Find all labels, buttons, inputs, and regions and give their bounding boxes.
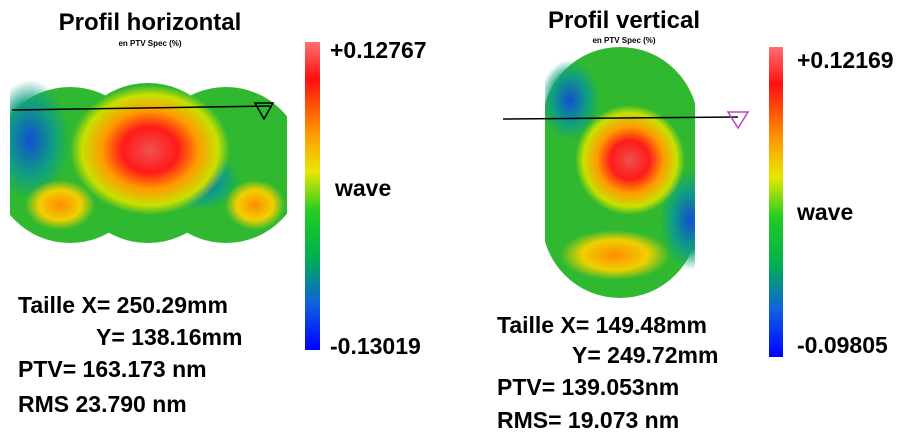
panel-title: Profil horizontal xyxy=(59,9,242,36)
color-bar xyxy=(305,42,320,350)
profile-marker[interactable] xyxy=(253,102,275,121)
profile-line xyxy=(502,116,739,120)
wavefront-map xyxy=(10,80,287,243)
stat: PTV= 163.173 nm xyxy=(18,356,207,382)
scale-min: -0.09805 xyxy=(797,332,888,358)
panel-subtitle: en PTV Spec (%) xyxy=(118,39,181,48)
stat: Taille X= 149.48mm xyxy=(497,312,707,338)
stat: PTV= 139.053nm xyxy=(497,374,679,400)
profile-marker[interactable] xyxy=(726,111,750,130)
scale-unit: wave xyxy=(334,175,391,201)
stat: Y= 138.16mm xyxy=(96,324,242,350)
scale-unit: wave xyxy=(796,199,853,225)
stat: Y= 249.72mm xyxy=(572,342,718,368)
wavefront-map xyxy=(545,47,695,298)
scale-max: +0.12767 xyxy=(330,37,427,63)
stat: RMS 23.790 nm xyxy=(18,391,187,417)
panel-subtitle: en PTV Spec (%) xyxy=(592,36,655,45)
profile-line xyxy=(11,105,271,111)
color-bar xyxy=(769,47,783,357)
panel-title: Profil vertical xyxy=(548,7,700,34)
scale-min: -0.13019 xyxy=(330,333,421,359)
stat: RMS= 19.073 nm xyxy=(497,407,679,433)
stat: Taille X= 250.29mm xyxy=(18,292,228,318)
scale-max: +0.12169 xyxy=(797,47,894,73)
